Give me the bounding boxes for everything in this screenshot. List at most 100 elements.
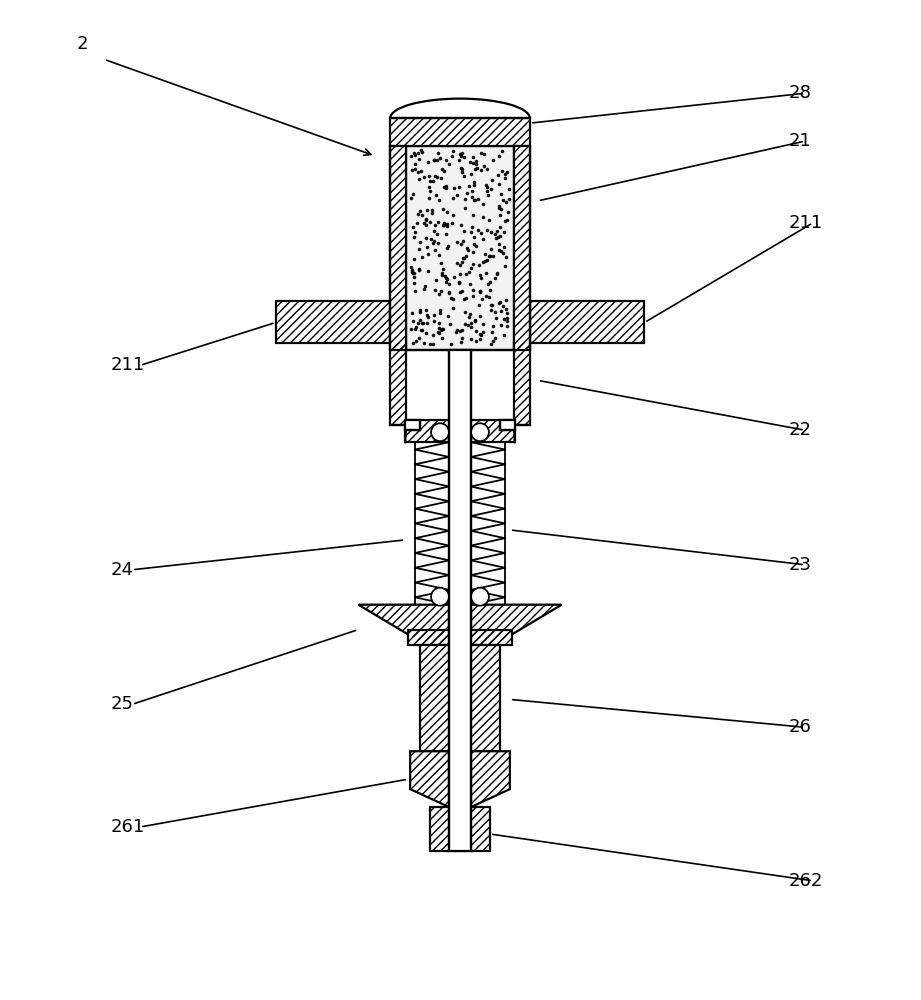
Point xyxy=(426,173,440,189)
Point xyxy=(489,266,504,282)
Point xyxy=(426,223,441,239)
Point xyxy=(440,308,455,324)
Point xyxy=(498,213,513,229)
Point xyxy=(446,190,460,206)
Point xyxy=(436,261,450,277)
Point xyxy=(406,186,421,202)
Point xyxy=(437,215,451,231)
Point xyxy=(500,164,515,180)
Point xyxy=(433,302,448,318)
Point xyxy=(463,224,478,240)
Bar xyxy=(405,420,515,442)
Point xyxy=(454,322,469,338)
Point xyxy=(481,276,495,292)
Point xyxy=(424,231,438,247)
Point xyxy=(465,244,480,260)
Point xyxy=(453,266,468,282)
Point xyxy=(472,267,487,283)
Point xyxy=(406,269,421,285)
Point xyxy=(480,183,495,199)
Point xyxy=(449,234,464,250)
Point xyxy=(419,211,434,227)
Point xyxy=(459,248,473,264)
Point xyxy=(462,154,477,170)
Point xyxy=(416,169,431,185)
Point xyxy=(492,148,507,164)
Point xyxy=(440,238,455,254)
Point xyxy=(405,313,420,329)
Circle shape xyxy=(431,588,449,606)
Point xyxy=(466,282,481,298)
Point xyxy=(412,241,426,257)
Point xyxy=(407,229,422,245)
Point xyxy=(422,214,437,230)
Point xyxy=(404,305,419,321)
Point xyxy=(422,179,437,195)
Point xyxy=(415,144,430,160)
Bar xyxy=(430,807,490,851)
Point xyxy=(403,259,418,275)
Point xyxy=(413,312,427,328)
Point xyxy=(427,242,442,258)
Point xyxy=(453,160,468,176)
Point xyxy=(420,315,435,331)
Point xyxy=(404,162,419,178)
Point xyxy=(469,156,484,172)
Point xyxy=(413,304,427,320)
Point xyxy=(501,204,516,220)
Point xyxy=(480,161,495,177)
Point xyxy=(430,145,445,161)
Point xyxy=(414,207,429,223)
Point xyxy=(466,288,481,304)
Bar xyxy=(275,301,391,343)
Point xyxy=(468,192,483,208)
Point xyxy=(461,178,476,194)
Point xyxy=(450,187,465,203)
Point xyxy=(495,143,509,159)
Point xyxy=(414,163,428,179)
Point xyxy=(407,156,422,172)
Point xyxy=(432,192,447,208)
Point xyxy=(482,248,496,264)
Point xyxy=(496,311,511,327)
Point xyxy=(432,315,447,331)
Point xyxy=(499,305,514,321)
Point xyxy=(433,150,448,166)
Point xyxy=(442,316,457,332)
Point xyxy=(407,224,422,240)
Point xyxy=(428,272,443,288)
Point xyxy=(444,290,459,306)
Point xyxy=(410,206,425,222)
Point xyxy=(489,310,504,326)
Text: 261: 261 xyxy=(111,818,146,836)
Point xyxy=(457,223,472,239)
Point xyxy=(426,336,440,352)
Point xyxy=(417,281,432,297)
Point xyxy=(431,235,446,251)
Circle shape xyxy=(431,423,449,441)
Point xyxy=(447,180,461,196)
Point xyxy=(442,156,457,172)
Point xyxy=(435,321,449,337)
Point xyxy=(480,222,495,238)
Point xyxy=(454,148,469,164)
Point xyxy=(453,146,468,162)
Bar xyxy=(405,420,515,442)
Point xyxy=(454,330,469,346)
Point xyxy=(446,143,460,159)
Point xyxy=(479,265,494,281)
Point xyxy=(434,255,449,271)
Text: 23: 23 xyxy=(789,556,812,574)
Point xyxy=(449,324,463,340)
Point xyxy=(497,166,512,182)
Point xyxy=(426,327,440,343)
Point xyxy=(484,241,499,257)
Point xyxy=(415,315,430,331)
Point xyxy=(457,149,472,165)
Point xyxy=(482,212,496,228)
Point xyxy=(406,265,421,281)
Point xyxy=(421,190,436,206)
Point xyxy=(450,255,465,271)
Point xyxy=(432,305,447,321)
Point xyxy=(477,253,492,269)
